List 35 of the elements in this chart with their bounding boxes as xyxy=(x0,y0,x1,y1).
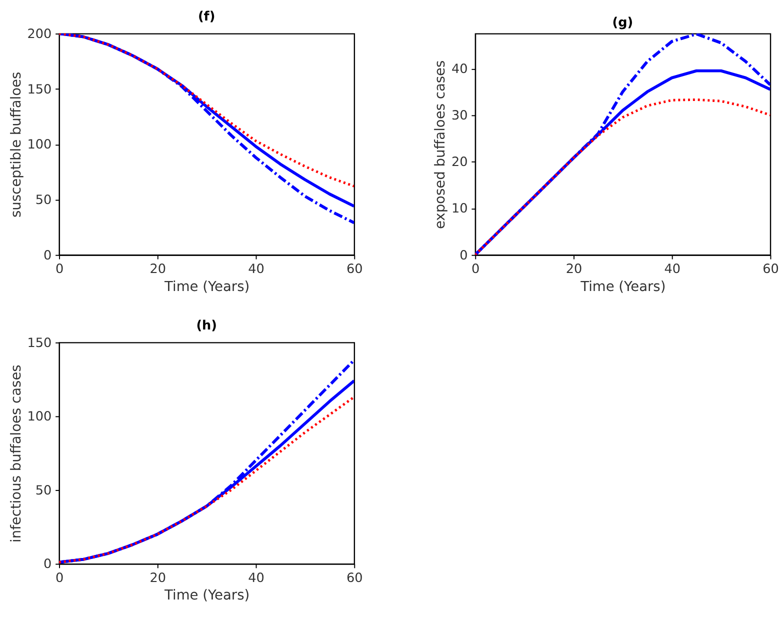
x-tick-label: 0 xyxy=(55,262,64,278)
y-tick-label: 100 xyxy=(27,410,52,425)
x-tick-label: 40 xyxy=(248,262,264,278)
y-tick-label: 200 xyxy=(27,26,52,42)
x-tick-label: 40 xyxy=(664,262,680,278)
x-tick-label: 0 xyxy=(472,262,480,278)
x-tick-label: 20 xyxy=(150,570,166,586)
x-tick-label: 20 xyxy=(566,262,582,278)
y-tick-label: 0 xyxy=(44,248,52,264)
x-tick-label: 20 xyxy=(150,262,166,278)
y-tick-label: 30 xyxy=(451,108,468,124)
chart-title: (f) xyxy=(198,10,216,25)
y-tick-label: 20 xyxy=(451,155,468,170)
y-tick-label: 40 xyxy=(451,62,468,77)
y-tick-label: 150 xyxy=(27,82,52,98)
y-tick-label: 0 xyxy=(460,248,468,264)
y-tick-label: 100 xyxy=(27,138,52,153)
y-axis-title: susceptible buffaloes xyxy=(8,72,24,218)
y-tick-label: 50 xyxy=(35,483,52,498)
y-tick-label: 10 xyxy=(451,202,468,217)
x-tick-label: 60 xyxy=(346,570,363,586)
chart-title: (h) xyxy=(196,318,217,334)
y-tick-label: 0 xyxy=(44,557,52,572)
chart-title: (g) xyxy=(612,16,634,31)
y-axis-title: infectious buffaloes cases xyxy=(8,364,24,542)
x-tick-label: 40 xyxy=(248,570,264,586)
x-axis-title: Time (Years) xyxy=(580,278,666,295)
y-axis-title: exposed buffaloes cases xyxy=(432,60,449,230)
x-axis-title: Time (Years) xyxy=(164,278,250,295)
x-tick-label: 0 xyxy=(55,570,64,586)
y-tick-label: 150 xyxy=(27,336,52,351)
y-tick-label: 50 xyxy=(35,192,52,208)
x-axis-title: Time (Years) xyxy=(164,588,250,604)
x-tick-label: 60 xyxy=(346,262,363,278)
x-tick-label: 60 xyxy=(762,262,779,278)
